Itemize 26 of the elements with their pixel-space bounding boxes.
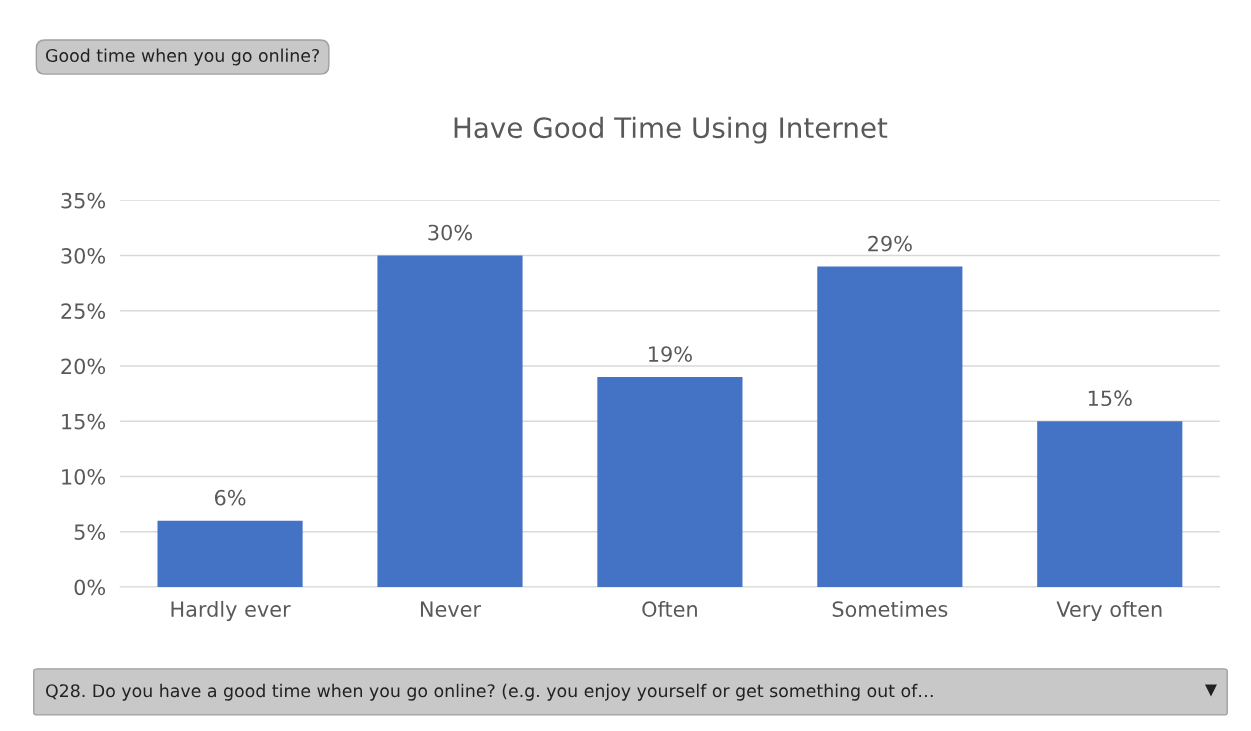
x-tick-label: Sometimes — [832, 600, 948, 618]
data-label: 15% — [1088, 390, 1132, 407]
text: Q28. Do you have a good time when you go online? (e.g. you enjoy yourself or get something out of… — [46, 683, 933, 701]
bar — [157, 520, 303, 587]
data-label: 29% — [868, 235, 912, 252]
bar — [377, 255, 523, 587]
x-tick-label: Never — [420, 601, 482, 618]
bar — [1037, 421, 1183, 587]
x-tick-label: Often — [642, 600, 697, 618]
y-tick-label: 5% — [74, 524, 106, 540]
x-tick-label: Hardly ever — [171, 600, 291, 622]
data-label: 6% — [214, 489, 246, 506]
y-tick-label: 10% — [62, 468, 106, 485]
data-label: 30% — [428, 224, 472, 241]
y-tick-label: 35% — [61, 192, 106, 209]
y-tick-label: 20% — [61, 358, 106, 375]
y-tick-label: 30% — [61, 247, 106, 264]
y-tick-label: 25% — [61, 303, 106, 319]
chart-title: Have Good Time Using Internet — [454, 116, 888, 144]
data-label: 19% — [649, 346, 692, 362]
bar — [817, 266, 963, 587]
y-tick-label: 15% — [62, 413, 106, 430]
x-tick-label: Very often — [1056, 600, 1162, 622]
bar — [597, 377, 743, 587]
y-tick-label: 0% — [74, 579, 106, 596]
text: Good time when you go online? — [46, 48, 319, 66]
